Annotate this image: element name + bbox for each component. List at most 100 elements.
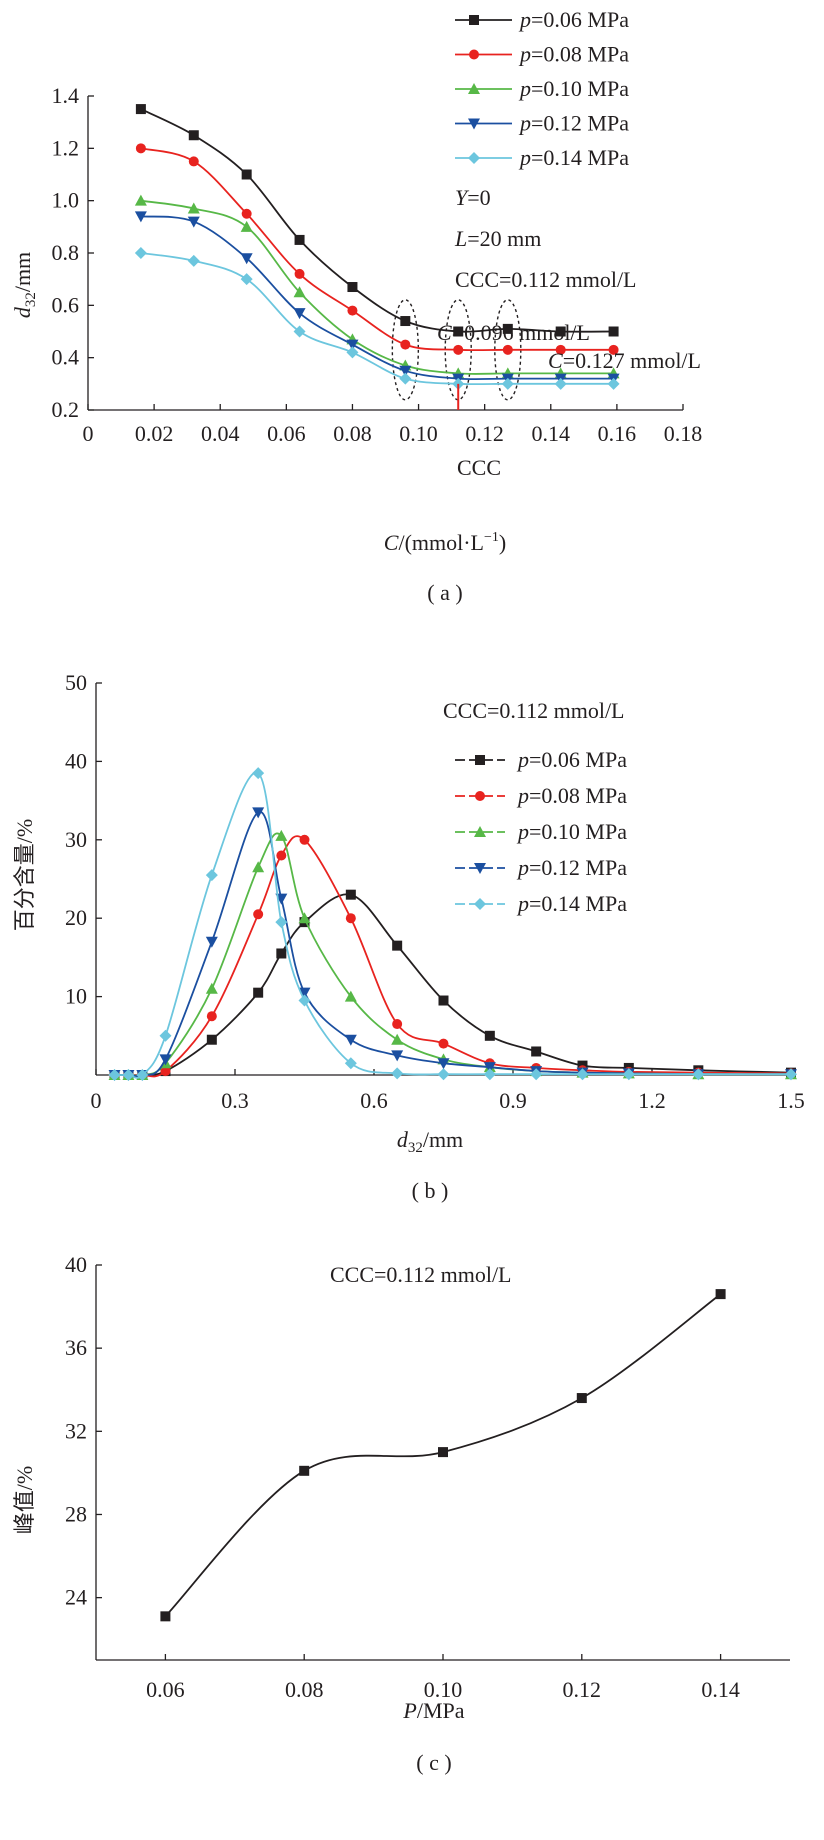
- chart-a-ylabel: d32/mm: [10, 252, 39, 318]
- y-tick-label: 20: [65, 905, 87, 930]
- chart-c-x-ticks: 0.06 0.08 0.10 0.12 0.14: [146, 1654, 740, 1702]
- x-tick-label: 0.06: [267, 421, 306, 446]
- data-point: [299, 1465, 310, 1476]
- series-p=0.08 MPa: [135, 143, 619, 355]
- annotation-c127: C=0.127 mmol/L: [548, 348, 701, 373]
- series-line: [114, 771, 791, 1079]
- data-point: [293, 308, 306, 320]
- series-line: [114, 893, 792, 1077]
- dashed-ellipse: [391, 299, 420, 401]
- x-tick-label: 0.14: [701, 1677, 740, 1702]
- data-point: [294, 268, 305, 279]
- data-point: [392, 940, 403, 951]
- data-point: [252, 807, 265, 819]
- series-line: [140, 199, 614, 375]
- data-point: [240, 273, 253, 286]
- chart-b-legend: p=0.06 MPa p=0.08 MPa p=0.10 MPa p=0.12 MPa…: [455, 747, 627, 916]
- data-point: [576, 1393, 587, 1404]
- data-point: [502, 344, 513, 355]
- y-tick-label: 32: [65, 1418, 87, 1443]
- y-tick-label: 0.2: [52, 397, 80, 422]
- series-peak: [160, 1289, 726, 1622]
- legend-label: p=0.14 MPa: [518, 145, 629, 170]
- data-point: [275, 829, 288, 841]
- legend-label: p=0.06 MPa: [518, 7, 629, 32]
- y-tick-label: 36: [65, 1335, 87, 1360]
- data-point: [252, 767, 265, 780]
- legend-label: p=0.08 MPa: [518, 42, 629, 67]
- data-point: [391, 1033, 404, 1045]
- x-tick-label: 0.16: [598, 421, 637, 446]
- data-point: [554, 377, 567, 390]
- chart-b-annotation: CCC=0.112 mmol/L: [443, 698, 625, 723]
- data-point: [206, 1011, 217, 1022]
- data-point: [715, 1289, 726, 1300]
- legend-marker: [475, 755, 485, 765]
- y-tick-label: 50: [65, 670, 87, 695]
- data-point: [344, 1034, 357, 1046]
- x-tick-label: 0.9: [499, 1088, 527, 1113]
- annotation-y0: Y=0: [455, 185, 491, 210]
- data-point: [188, 156, 199, 167]
- data-point: [608, 326, 619, 337]
- series-p=0.06 MPa: [135, 104, 619, 337]
- legend-marker: [474, 863, 486, 874]
- annotation-L: L=20 mm: [454, 226, 541, 251]
- data-point: [555, 344, 566, 355]
- chart-b-series: [108, 767, 797, 1081]
- data-point: [205, 936, 218, 948]
- x-tick-label: 0: [91, 1088, 102, 1113]
- data-point: [347, 282, 358, 293]
- y-tick-label: 0.8: [52, 240, 80, 265]
- chart-c-ylabel: 峰值/%: [12, 1466, 37, 1534]
- data-point: [159, 1029, 172, 1042]
- chart-a-y-ticks: 0.2 0.4 0.6 0.8 1.0 1.2 1.4: [52, 83, 94, 422]
- chart-a-caption: ( a ): [427, 580, 462, 605]
- chart-b-ylabel: 百分含量/%: [12, 819, 37, 931]
- data-point: [400, 316, 411, 327]
- chart-a-xlabel: C/(mmol·L−1): [384, 530, 506, 555]
- data-point: [453, 344, 464, 355]
- data-point: [276, 948, 287, 959]
- chart-c-y-ticks: 24 28 32 36 40: [65, 1252, 102, 1610]
- data-point: [134, 194, 147, 206]
- data-point: [160, 1611, 171, 1622]
- data-point: [483, 1062, 496, 1074]
- legend-marker: [468, 118, 480, 130]
- legend-marker: [474, 898, 486, 910]
- legend-marker: [475, 791, 485, 801]
- x-tick-label: 0.08: [333, 421, 372, 446]
- legend-marker: [468, 152, 480, 164]
- series-line: [140, 215, 614, 381]
- data-point: [240, 220, 253, 232]
- data-point: [622, 1068, 635, 1081]
- legend-label: p=0.06 MPa: [516, 747, 627, 772]
- chart-c-caption: ( c ): [416, 1750, 451, 1775]
- x-tick-label: 0.6: [360, 1088, 388, 1113]
- chart-c-axes: [95, 1265, 790, 1661]
- data-point: [187, 216, 200, 228]
- data-point: [240, 253, 253, 265]
- data-point: [345, 913, 356, 924]
- legend-label: p=0.10 MPa: [518, 76, 629, 101]
- data-point: [187, 202, 200, 214]
- data-point: [438, 1447, 448, 1458]
- data-point: [252, 861, 265, 873]
- data-point: [346, 346, 359, 359]
- x-tick-label: 0.18: [664, 421, 703, 446]
- y-tick-label: 0.6: [52, 292, 80, 317]
- y-tick-label: 10: [65, 984, 87, 1009]
- data-point: [437, 1068, 450, 1081]
- legend-marker: [469, 49, 479, 60]
- x-tick-label: 0.12: [465, 421, 504, 446]
- data-point: [294, 234, 305, 245]
- chart-a: 0 0.02 0.04 0.06 0.08 0.10 0.12 0.14 0.16 0.18 0.…: [10, 7, 702, 605]
- data-point: [206, 1034, 217, 1045]
- x-tick-label: 0.08: [285, 1677, 324, 1702]
- chart-c-xlabel: P/MPa: [402, 1698, 464, 1723]
- legend-marker: [469, 15, 479, 25]
- legend-label: p=0.12 MPa: [516, 855, 627, 880]
- data-point: [438, 995, 449, 1006]
- data-point: [453, 326, 464, 337]
